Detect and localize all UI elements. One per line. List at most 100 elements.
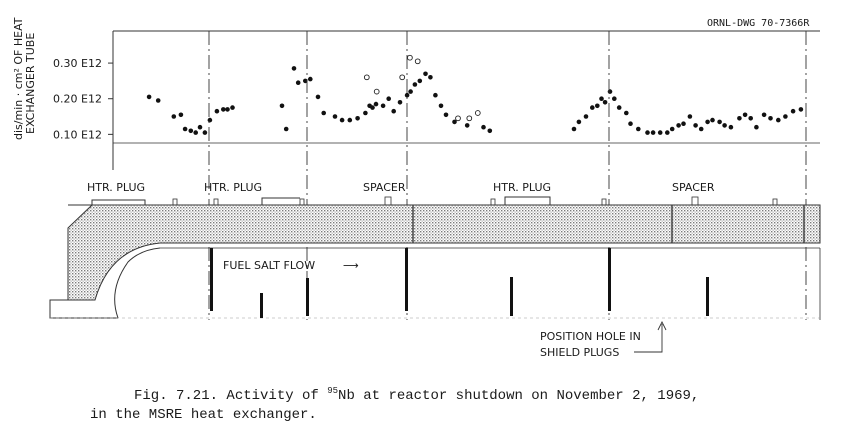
data-point: [710, 117, 715, 123]
data-point: [612, 96, 617, 101]
data-point: [355, 116, 360, 121]
data-point: [624, 110, 629, 116]
label-htr-plug-3: HTR. PLUG: [493, 181, 551, 194]
data-point: [428, 75, 433, 80]
data-point-open: [407, 54, 413, 61]
data-point: [178, 112, 184, 118]
caption-middle: Nb at reactor shutdown on November 2, 19…: [338, 388, 700, 404]
data-point: [693, 123, 698, 128]
data-point: [607, 89, 613, 94]
data-point: [571, 126, 577, 132]
data-point: [370, 105, 375, 110]
position-hole-label-line1: POSITION HOLE IN: [540, 330, 641, 343]
data-point: [452, 119, 457, 125]
data-point: [676, 123, 681, 128]
data-point-open: [455, 115, 461, 122]
position-hole-leader: [634, 320, 667, 353]
data-point: [433, 92, 438, 98]
data-point: [443, 112, 449, 118]
data-point-open: [363, 74, 370, 81]
data-point: [599, 96, 604, 101]
data-point: [776, 117, 781, 123]
data-point: [214, 108, 220, 114]
data-point: [295, 80, 301, 85]
data-point: [279, 103, 285, 109]
data-point: [438, 103, 444, 109]
data-point: [628, 121, 633, 126]
data-point: [347, 117, 353, 123]
data-point: [636, 126, 641, 132]
y-tick-label: 0.30 E12: [53, 57, 102, 70]
data-point: [798, 107, 804, 112]
data-point: [408, 89, 413, 94]
data-point: [783, 114, 788, 119]
data-point: [481, 124, 486, 130]
data-point: [602, 100, 608, 105]
data-point: [665, 130, 670, 135]
data-point: [315, 94, 321, 100]
label-htr-plug-1: HTR. PLUG: [87, 181, 145, 194]
data-point: [590, 105, 595, 110]
data-point: [412, 82, 418, 87]
data-point: [728, 124, 734, 130]
data-point: [391, 108, 397, 114]
y-axis-label-line2: EXCHANGER TUBE: [24, 33, 37, 134]
data-point: [321, 110, 327, 116]
data-point: [207, 117, 213, 123]
data-point-open: [414, 58, 421, 65]
label-spacer-1: SPACER: [363, 181, 406, 194]
data-point: [417, 78, 423, 84]
data-point: [146, 94, 152, 100]
drawing-number: ORNL-DWG 70-7366R: [707, 18, 810, 29]
data-point: [308, 76, 313, 82]
data-point: [332, 114, 338, 119]
data-point: [669, 126, 675, 132]
data-point: [373, 101, 379, 107]
data-point: [397, 100, 403, 105]
y-tick-label: 0.20 E12: [53, 93, 102, 106]
data-point: [171, 114, 177, 119]
data-point: [404, 92, 410, 98]
data-point: [303, 78, 308, 84]
data-point-open: [474, 110, 481, 116]
data-point: [464, 123, 470, 128]
data-point: [197, 124, 203, 130]
label-htr-plug-2: HTR. PLUG: [204, 181, 262, 194]
heat-exchanger-schematic: [49, 196, 821, 320]
data-point: [698, 126, 704, 132]
y-tick-label: 0.10 E12: [53, 128, 102, 141]
y-axis-label-line1: dis/min · cm² OF HEAT: [12, 17, 25, 140]
data-point: [748, 116, 753, 121]
data-point: [650, 130, 656, 135]
data-point: [717, 119, 722, 125]
caption-prefix: Fig. 7.21. Activity of: [134, 388, 328, 404]
data-point: [202, 130, 208, 135]
data-point: [761, 112, 767, 118]
data-point: [645, 130, 650, 135]
figure-caption: Fig. 7.21. Activity of 95Nb at reactor s…: [90, 382, 830, 425]
data-point: [722, 123, 727, 128]
data-point: [155, 98, 161, 103]
data-point: [616, 105, 622, 110]
data-point: [742, 112, 748, 118]
data-point: [487, 128, 493, 134]
data-point-open: [373, 88, 380, 95]
data-point: [576, 119, 582, 125]
position-hole-bars: [210, 248, 709, 318]
data-point: [230, 105, 235, 110]
data-point: [182, 126, 188, 132]
data-point: [754, 124, 759, 130]
caption-line2: in the MSRE heat exchanger.: [90, 407, 317, 423]
data-point-open: [466, 115, 473, 122]
data-point: [681, 121, 686, 126]
data-point: [380, 103, 386, 109]
plot-frame: [112, 30, 820, 170]
data-point: [188, 128, 194, 134]
data-point: [291, 66, 297, 71]
fuel-salt-flow-label: FUEL SALT FLOW: [223, 259, 315, 272]
data-point: [225, 107, 230, 112]
data-point: [705, 119, 710, 125]
label-spacer-2: SPACER: [672, 181, 715, 194]
data-point: [339, 117, 345, 123]
data-point: [768, 116, 773, 121]
